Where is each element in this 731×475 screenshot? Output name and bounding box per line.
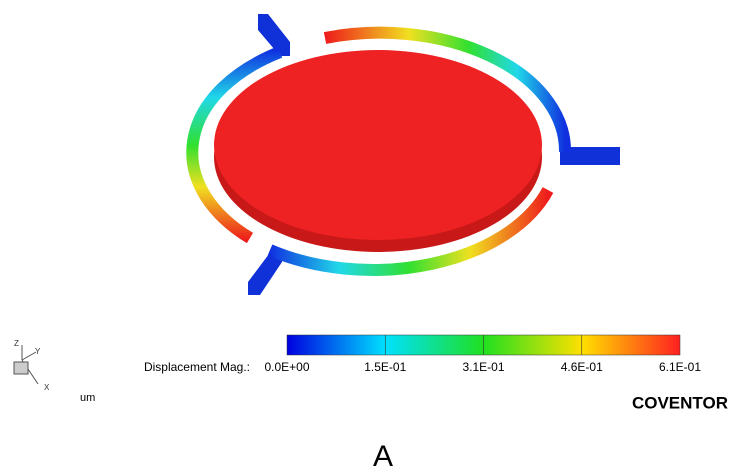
axis-label: Z [14, 339, 19, 348]
triad: Z Y X [13, 339, 50, 392]
caption: A [373, 440, 393, 473]
brand: COVENTOR [632, 393, 728, 412]
tick-label: 6.1E-01 [659, 360, 701, 374]
spring [323, 26, 572, 153]
colorbar-ticks: 0.0E+00 1.5E-01 3.1E-01 4.6E-01 6.1E-01 [264, 335, 701, 374]
colorbar-label: Displacement Mag.: [144, 360, 250, 374]
axis-label: X [44, 383, 50, 392]
anchor [248, 250, 282, 295]
spring [186, 46, 283, 244]
tick-label: 3.1E-01 [462, 360, 504, 374]
plate [214, 50, 542, 240]
axis-label: Y [35, 347, 41, 356]
anchor [560, 147, 620, 165]
tick-label: 4.6E-01 [561, 360, 603, 374]
cube [13, 361, 29, 375]
tick-label: 0.0E+00 [264, 360, 309, 374]
model [186, 14, 620, 295]
anchor [258, 14, 290, 56]
axis [21, 351, 37, 361]
tick-label: 1.5E-01 [364, 360, 406, 374]
units: um [80, 392, 95, 404]
spring [267, 187, 554, 276]
